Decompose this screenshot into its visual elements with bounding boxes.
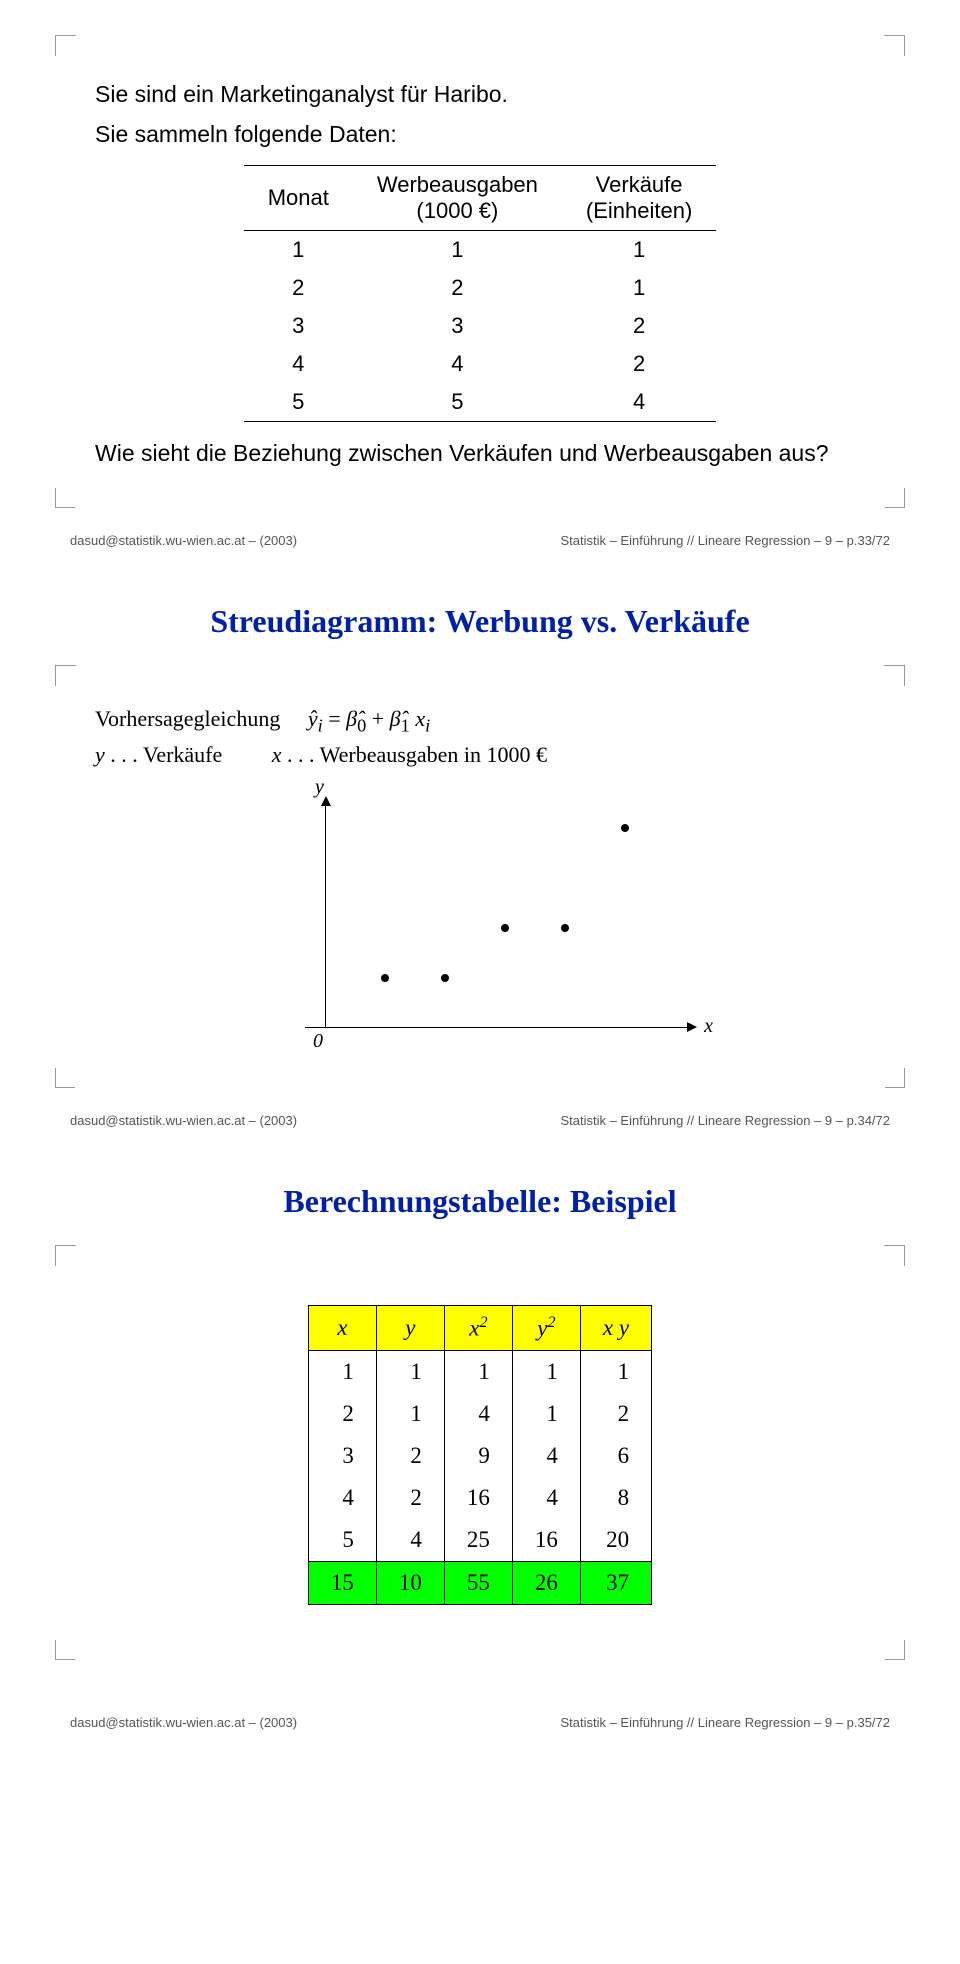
calc-cell: 1 (376, 1393, 444, 1435)
calc-cell: 4 (376, 1519, 444, 1562)
table-cell: 4 (353, 345, 562, 383)
table-cell: 4 (562, 383, 716, 422)
prediction-equation: Vorhersagegleichung ŷi = β̂0 + β̂1 xi (95, 706, 865, 736)
calc-cell: 20 (580, 1519, 651, 1562)
calc-cell: 1 (376, 1350, 444, 1393)
content-box: Vorhersagegleichung ŷi = β̂0 + β̂1 xi y … (55, 665, 905, 1088)
calc-cell: 6 (580, 1435, 651, 1477)
calc-cell: 1 (512, 1350, 580, 1393)
calc-cell: 1 (308, 1350, 376, 1393)
scatter-point (441, 974, 449, 982)
calc-header: x2 (444, 1305, 512, 1350)
calc-sum-cell: 15 (308, 1561, 376, 1604)
calc-cell: 16 (444, 1477, 512, 1519)
table-cell: 2 (562, 345, 716, 383)
footer-right: Statistik – Einführung // Lineare Regres… (560, 1715, 890, 1730)
slide-1: Sie sind ein Marketinganalyst für Haribo… (20, 15, 940, 558)
table-cell: 2 (562, 307, 716, 345)
calc-sum-cell: 26 (512, 1561, 580, 1604)
slide-footer: dasud@statistik.wu-wien.ac.at – (2003) S… (20, 1113, 940, 1128)
origin-label: 0 (313, 1030, 323, 1053)
calc-cell: 4 (512, 1435, 580, 1477)
calc-cell: 4 (308, 1477, 376, 1519)
calc-cell: 1 (444, 1350, 512, 1393)
table-cell: 5 (244, 383, 353, 422)
table-cell: 4 (244, 345, 353, 383)
slide-footer: dasud@statistik.wu-wien.ac.at – (2003) S… (20, 1715, 940, 1730)
table-cell: 1 (353, 231, 562, 270)
slide-3: Berechnungstabelle: Beispiel xyx2y2x y 1… (20, 1163, 940, 1740)
table-cell: 1 (562, 269, 716, 307)
scatter-point (621, 824, 629, 832)
variable-definitions: y . . . Verkäufe x . . . Werbeausgaben i… (95, 742, 865, 768)
table-cell: 2 (353, 269, 562, 307)
calculation-table: xyx2y2x y 11111214123294642164854251620 … (308, 1305, 652, 1605)
calc-cell: 16 (512, 1519, 580, 1562)
calc-cell: 2 (308, 1393, 376, 1435)
scatter-point (561, 924, 569, 932)
data-table: Monat Werbeausgaben(1000 €) Verkäufe(Ein… (244, 165, 717, 422)
slide-2: Streudiagramm: Werbung vs. Verkäufe Vorh… (20, 583, 940, 1138)
calc-cell: 2 (580, 1393, 651, 1435)
slide-title: Streudiagramm: Werbung vs. Verkäufe (20, 603, 940, 640)
table-cell: 1 (562, 231, 716, 270)
col-header: Werbeausgaben(1000 €) (353, 166, 562, 231)
calc-sum-cell: 10 (376, 1561, 444, 1604)
footer-right: Statistik – Einführung // Lineare Regres… (560, 533, 890, 548)
calc-cell: 4 (444, 1393, 512, 1435)
footer-right: Statistik – Einführung // Lineare Regres… (560, 1113, 890, 1128)
calc-cell: 25 (444, 1519, 512, 1562)
calc-cell: 3 (308, 1435, 376, 1477)
scatter-point (501, 924, 509, 932)
content-box: xyx2y2x y 11111214123294642164854251620 … (55, 1245, 905, 1660)
col-header: Monat (244, 166, 353, 231)
calc-cell: 4 (512, 1477, 580, 1519)
x-axis-label: x (704, 1015, 713, 1038)
col-header: Verkäufe(Einheiten) (562, 166, 716, 231)
y-axis-label: y (315, 776, 324, 799)
table-cell: 5 (353, 383, 562, 422)
table-cell: 3 (353, 307, 562, 345)
calc-header: y2 (512, 1305, 580, 1350)
calc-cell: 2 (376, 1435, 444, 1477)
calc-header: y (376, 1305, 444, 1350)
calc-cell: 5 (308, 1519, 376, 1562)
table-cell: 1 (244, 231, 353, 270)
calc-sum-cell: 37 (580, 1561, 651, 1604)
intro-text-1: Sie sind ein Marketinganalyst für Haribo… (95, 78, 865, 110)
slide-footer: dasud@statistik.wu-wien.ac.at – (2003) S… (20, 533, 940, 548)
calc-header: x (308, 1305, 376, 1350)
footer-left: dasud@statistik.wu-wien.ac.at – (2003) (70, 1715, 297, 1730)
calc-sum-cell: 55 (444, 1561, 512, 1604)
calc-cell: 8 (580, 1477, 651, 1519)
scatter-plot: y x 0 (265, 798, 695, 1058)
scatter-point (381, 974, 389, 982)
calc-cell: 1 (580, 1350, 651, 1393)
footer-left: dasud@statistik.wu-wien.ac.at – (2003) (70, 1113, 297, 1128)
calc-header: x y (580, 1305, 651, 1350)
table-cell: 3 (244, 307, 353, 345)
question-text: Wie sieht die Beziehung zwischen Verkäuf… (95, 437, 865, 469)
footer-left: dasud@statistik.wu-wien.ac.at – (2003) (70, 533, 297, 548)
table-cell: 2 (244, 269, 353, 307)
content-box: Sie sind ein Marketinganalyst für Haribo… (55, 35, 905, 508)
slide-title: Berechnungstabelle: Beispiel (20, 1183, 940, 1220)
calc-cell: 2 (376, 1477, 444, 1519)
calc-cell: 1 (512, 1393, 580, 1435)
intro-text-2: Sie sammeln folgende Daten: (95, 118, 865, 150)
calc-cell: 9 (444, 1435, 512, 1477)
